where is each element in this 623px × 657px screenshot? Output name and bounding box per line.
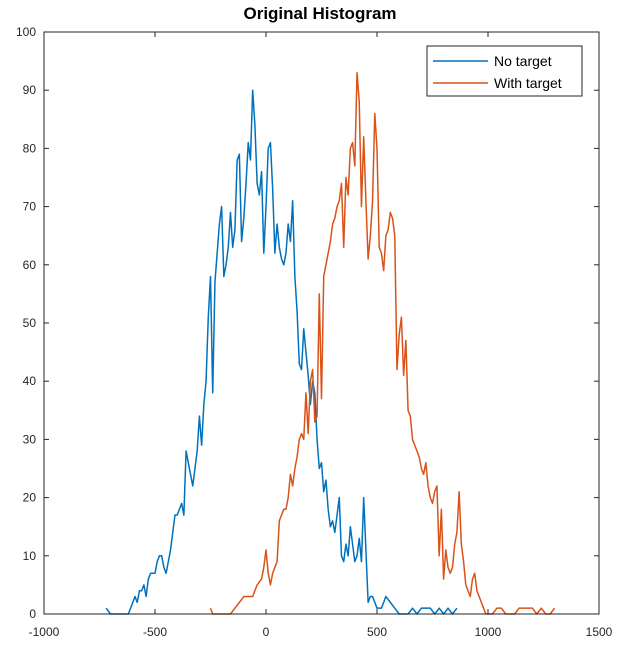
x-tick-label: -1000 <box>29 625 60 639</box>
y-axis-ticks: 0 10 20 30 40 50 60 70 80 90 100 <box>16 25 599 621</box>
y-tick-label: 60 <box>23 258 37 272</box>
x-tick-label: 1500 <box>586 625 613 639</box>
y-tick-label: 30 <box>23 432 37 446</box>
y-tick-label: 20 <box>23 491 37 505</box>
legend: No target With target <box>426 45 583 97</box>
x-tick-label: -500 <box>143 625 167 639</box>
legend-box <box>426 45 583 97</box>
y-tick-label: 70 <box>23 200 37 214</box>
y-tick-label: 90 <box>23 83 37 97</box>
y-tick-label: 0 <box>29 607 36 621</box>
y-tick-label: 40 <box>23 374 37 388</box>
y-tick-label: 50 <box>23 316 37 330</box>
y-tick-label: 10 <box>23 549 37 563</box>
x-tick-label: 500 <box>367 625 387 639</box>
plot-area <box>44 32 599 614</box>
x-tick-label: 1000 <box>475 625 502 639</box>
legend-label-with-target: With target <box>494 75 562 91</box>
y-tick-label: 80 <box>23 141 37 155</box>
x-axis-ticks: -1000 -500 0 500 1000 1500 <box>29 32 613 639</box>
chart-title: Original Histogram <box>243 4 396 23</box>
series-line-no-target <box>105 89 458 615</box>
x-tick-label: 0 <box>263 625 270 639</box>
y-tick-label: 100 <box>16 25 36 39</box>
series-line-with-target <box>209 71 556 615</box>
series-lines <box>105 71 556 615</box>
legend-label-no-target: No target <box>494 53 552 69</box>
